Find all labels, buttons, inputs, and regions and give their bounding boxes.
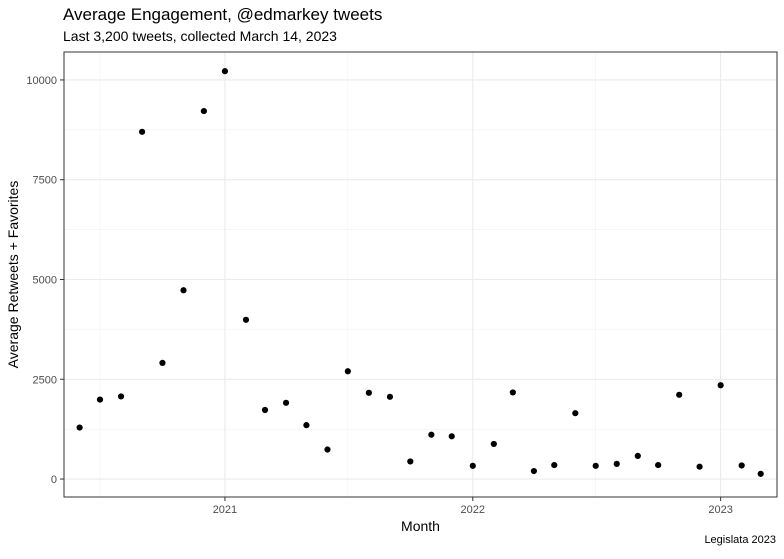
x-axis-title: Month <box>401 518 440 534</box>
chart-subtitle: Last 3,200 tweets, collected March 14, 2… <box>63 28 337 44</box>
plot-panel-border <box>63 51 778 498</box>
data-point <box>138 128 146 135</box>
data-point <box>324 446 331 453</box>
data-point <box>757 470 764 477</box>
data-point <box>738 462 745 469</box>
y-tick-label: 7500 <box>33 175 57 187</box>
data-point <box>242 316 250 323</box>
data-point <box>676 391 683 398</box>
data-point <box>200 107 207 115</box>
data-point <box>117 393 125 400</box>
data-point <box>159 359 166 367</box>
data-point <box>696 463 703 470</box>
data-point <box>76 424 83 431</box>
y-tick-label: 2500 <box>33 374 57 386</box>
data-point <box>221 68 229 75</box>
data-point <box>655 461 662 469</box>
data-point <box>96 396 104 403</box>
y-axis-title: Average Retweets + Favorites <box>5 181 21 369</box>
x-tick-label: 2022 <box>461 504 485 516</box>
x-tick-label: 2023 <box>708 504 732 516</box>
data-point <box>365 389 372 396</box>
data-point <box>180 287 187 294</box>
data-point <box>344 368 351 375</box>
y-tick-label: 5000 <box>33 274 57 286</box>
data-point <box>428 431 435 438</box>
grid-lines <box>64 52 777 497</box>
data-point <box>634 452 641 459</box>
data-point <box>530 467 538 475</box>
data-point <box>261 406 269 414</box>
data-points <box>76 68 764 477</box>
data-point <box>303 422 310 429</box>
data-point <box>572 410 579 417</box>
data-point <box>717 382 724 389</box>
data-point <box>407 458 414 465</box>
y-tick-label: 10000 <box>26 75 57 87</box>
data-point <box>551 461 558 469</box>
data-point <box>386 393 394 400</box>
data-point <box>448 433 455 440</box>
data-point <box>613 460 620 467</box>
y-axis: 0 2500 5000 7500 10000 <box>26 75 64 486</box>
chart-caption: Legislata 2023 <box>704 534 776 546</box>
x-axis: 2021 2022 2023 <box>213 497 733 516</box>
data-point <box>509 389 516 396</box>
chart-title: Average Engagement, @edmarkey tweets <box>63 5 383 24</box>
x-tick-label: 2021 <box>213 504 237 516</box>
y-tick-label: 0 <box>51 474 57 486</box>
data-point <box>469 462 476 469</box>
data-point <box>490 440 497 448</box>
data-point <box>592 462 599 469</box>
data-point <box>282 399 290 406</box>
